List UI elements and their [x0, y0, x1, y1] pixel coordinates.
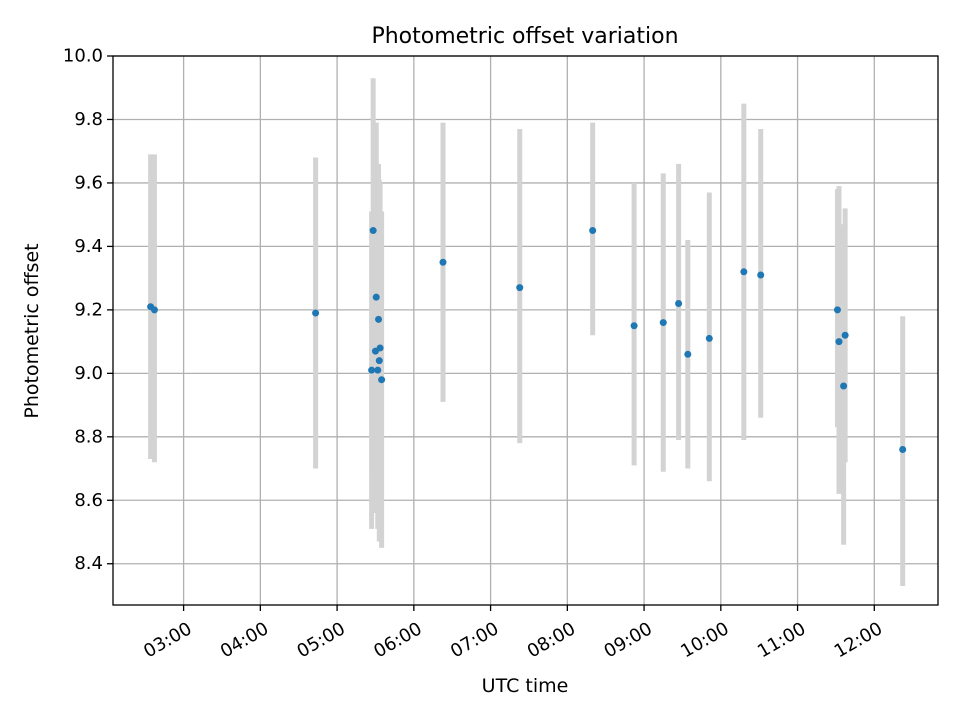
data-point	[150, 306, 158, 314]
data-point	[374, 366, 382, 374]
data-point	[630, 322, 638, 330]
y-tick-label: 9.2	[74, 299, 103, 320]
data-point	[757, 271, 765, 279]
data-point	[684, 350, 692, 358]
chart-title: Photometric offset variation	[371, 24, 678, 49]
y-axis-ticks: 8.4 8.6 8.8 9.0 9.2 9.4 9.6 9.8 10.0	[63, 46, 113, 574]
plot-frame	[112, 55, 939, 606]
data-point	[835, 338, 843, 346]
y-tick-label: 9.0	[74, 363, 103, 384]
data-point	[740, 268, 748, 276]
y-tick-label: 9.6	[74, 172, 103, 193]
data-point	[659, 319, 667, 327]
data-point	[675, 300, 683, 308]
y-tick-label: 8.8	[74, 426, 103, 447]
data-point	[841, 331, 849, 339]
data-point	[705, 334, 713, 342]
data-point	[375, 357, 383, 365]
x-axis-label: UTC time	[482, 675, 569, 697]
data-point	[833, 306, 841, 314]
data-point	[840, 382, 848, 390]
y-tick-label: 8.6	[74, 490, 103, 511]
data-point	[369, 227, 377, 235]
data-point	[376, 344, 384, 352]
y-tick-label: 9.4	[74, 236, 103, 257]
data-point	[589, 227, 597, 235]
data-point	[378, 376, 386, 384]
grid	[113, 55, 938, 605]
data-point	[312, 309, 320, 317]
y-tick-label: 8.4	[74, 553, 103, 574]
data-point	[439, 258, 447, 266]
data-point	[375, 315, 383, 323]
y-tick-label: 10.0	[63, 46, 103, 67]
y-tick-label: 9.8	[74, 109, 103, 130]
data-points	[147, 227, 907, 454]
data-point	[372, 293, 380, 301]
data-point	[368, 366, 376, 374]
data-point	[899, 446, 907, 454]
y-axis-label: Photometric offset	[21, 243, 43, 418]
data-point	[516, 284, 524, 292]
